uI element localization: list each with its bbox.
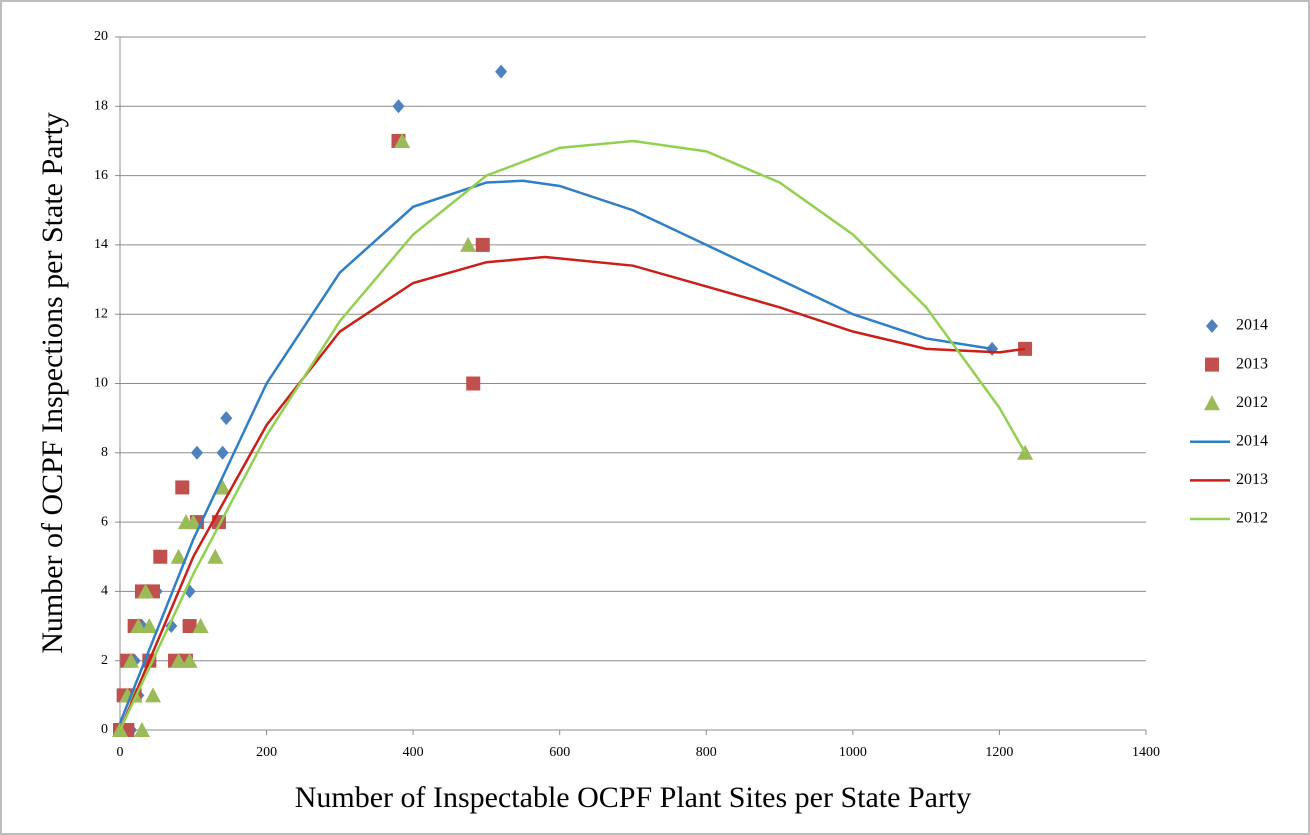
trend-line (118, 179, 993, 724)
x-tick-label: 800 (696, 745, 717, 760)
point (153, 549, 168, 564)
point (144, 687, 161, 703)
x-tick-label: 0 (117, 745, 124, 760)
point (133, 722, 150, 737)
point (495, 64, 508, 79)
point (181, 652, 198, 668)
point (185, 514, 202, 530)
point (190, 445, 203, 460)
x-tick-label: 600 (549, 745, 570, 760)
legend-marker (1205, 357, 1219, 372)
point (130, 618, 147, 634)
trend-line (118, 139, 1027, 731)
y-tick-label: 14 (94, 237, 108, 252)
y-tick-label: 4 (101, 584, 108, 599)
point (216, 445, 229, 460)
point (394, 132, 411, 148)
legend-label: 2014 (1236, 317, 1268, 334)
point (220, 411, 233, 426)
y-tick-label: 0 (101, 722, 108, 737)
y-tick-label: 18 (94, 99, 108, 114)
legend-label: 2012 (1236, 394, 1268, 411)
point (170, 652, 187, 668)
point (475, 237, 490, 252)
point (466, 376, 481, 391)
x-tick-label: 1000 (839, 745, 867, 760)
x-axis-title: Number of Inspectable OCPF Plant Sites p… (295, 781, 972, 814)
x-tick-label: 400 (403, 745, 424, 760)
legend-marker (1206, 319, 1218, 333)
point (122, 652, 139, 668)
legend-label: 2014 (1236, 432, 1268, 449)
point (207, 548, 224, 564)
y-tick-label: 16 (94, 168, 108, 183)
point (141, 618, 158, 634)
y-tick-label: 6 (101, 514, 108, 529)
y-tick-label: 12 (94, 306, 108, 321)
legend-label: 2012 (1236, 510, 1268, 527)
x-tick-label: 200 (256, 745, 277, 760)
point (214, 479, 231, 495)
point (170, 548, 187, 564)
legend-label: 2013 (1236, 355, 1268, 372)
legend-label: 2013 (1236, 471, 1268, 488)
point (137, 583, 154, 599)
x-tick-label: 1400 (1132, 745, 1160, 760)
legend-marker (1204, 395, 1220, 411)
x-tick-label: 1200 (985, 745, 1013, 760)
point (392, 99, 405, 114)
y-tick-label: 8 (101, 445, 108, 460)
y-tick-label: 20 (94, 29, 108, 44)
y-axis-title: Number of OCPF Inspections per State Par… (36, 112, 69, 654)
y-tick-label: 2 (101, 653, 108, 668)
point (175, 480, 190, 495)
y-tick-label: 10 (94, 376, 108, 391)
trend-line (118, 255, 1026, 731)
point (460, 236, 477, 252)
point (192, 618, 209, 634)
point (182, 619, 197, 634)
